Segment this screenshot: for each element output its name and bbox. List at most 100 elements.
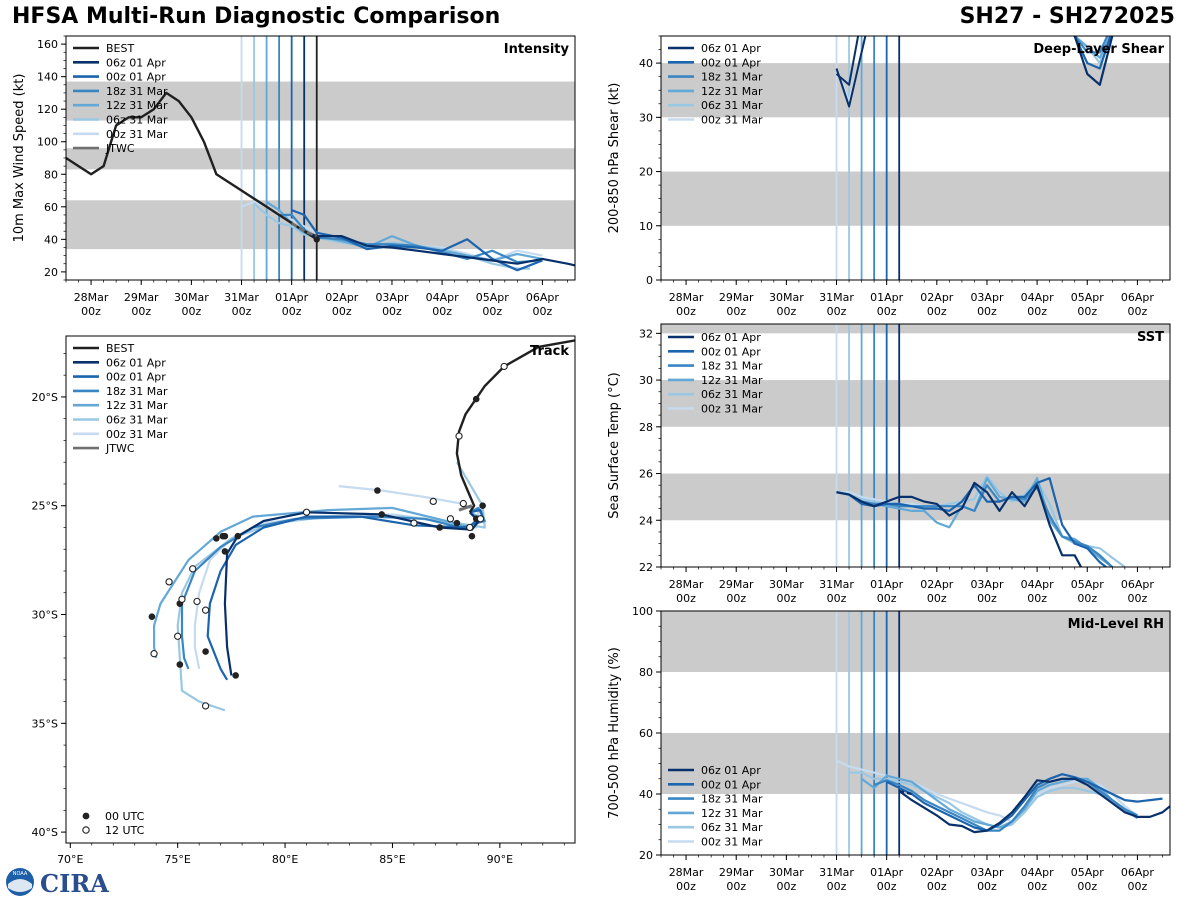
shear-y-tick-label: 40: [639, 57, 653, 70]
track-x-tick-label: 70°E: [57, 853, 83, 866]
rh-series-line: [860, 774, 1139, 829]
shear-x-tick-label: 00z: [676, 305, 696, 318]
track-y-tick-label: 20°S: [32, 391, 58, 404]
track-marker-12utc: [476, 515, 485, 523]
intensity-y-tick-label: 100: [37, 136, 58, 149]
rh-y-tick-label: 20: [639, 849, 653, 862]
rh-legend-label: 12z 31 Mar: [701, 807, 763, 820]
shear-y-axis-label: 200-850 hPa Shear (kt): [607, 83, 622, 234]
track-marker-12utc: [446, 515, 455, 523]
rh-x-tick-label: 02Apr: [920, 866, 954, 879]
intensity-panel-title: Intensity: [504, 42, 570, 57]
track-marker-12utc: [466, 523, 474, 532]
rh-x-tick-label: 31Mar: [819, 866, 854, 879]
shear-y-tick-label: 30: [639, 111, 653, 124]
rh-x-tick-label: 01Apr: [870, 866, 904, 879]
intensity-x-tick-label: 29Mar: [124, 291, 159, 304]
rh-series-line: [873, 777, 1138, 832]
rh-x-tick-label: 00z: [1077, 880, 1097, 893]
rh-x-tick-label: 04Apr: [1021, 866, 1055, 879]
track-legend-label: 00z 31 Mar: [106, 428, 168, 441]
track-marker-12utc: [165, 578, 173, 586]
track-y-tick-label: 35°S: [32, 717, 58, 730]
sst-plot-area: [661, 324, 1170, 567]
track-plot-area: [148, 339, 575, 712]
sst-y-tick-label: 22: [639, 561, 653, 574]
intensity-x-tick-label: 00z: [533, 305, 553, 318]
intensity-x-tick-label: 30Mar: [174, 291, 209, 304]
shear-plot-area: [661, 36, 1170, 280]
shear-x-tick-label: 02Apr: [920, 291, 954, 304]
track-marker-00utc: [148, 613, 156, 620]
track-y-tick-label: 25°S: [32, 500, 58, 513]
shear-x-tick-label: 00z: [977, 305, 997, 318]
intensity-legend-label: 00z 31 Mar: [106, 128, 168, 141]
sst-frame: [660, 323, 1171, 568]
shear-threshold-band: [661, 171, 1170, 226]
shear-series-line: [1071, 36, 1112, 59]
track-marker-12utc: [193, 597, 201, 606]
rh-x-tick-label: 29Mar: [719, 866, 754, 879]
sst-y-tick-label: 30: [639, 374, 653, 387]
noaa-badge-text: NOAA: [13, 871, 28, 877]
rh-series-line: [898, 777, 1170, 834]
intensity-threshold-band: [66, 81, 575, 121]
noaa-gull-shape: [8, 879, 32, 892]
shear-x-tick-label: 00z: [776, 305, 796, 318]
track-marker-12utc: [500, 362, 508, 371]
track-marker-12utc: [150, 650, 158, 658]
intensity-x-tick-label: 00z: [332, 305, 352, 318]
sst-legend-label: 00z 01 Apr: [701, 345, 761, 358]
rh-threshold-band: [661, 611, 1170, 672]
track-marker-00utc: [479, 502, 486, 510]
figure-title: HFSA Multi-Run Diagnostic Comparison: [12, 4, 501, 29]
intensity-legend-label: JTWC: [105, 142, 135, 155]
intensity-y-tick-label: 120: [37, 103, 58, 116]
sst-x-tick-label: 04Apr: [1021, 578, 1055, 591]
rh-x-tick-label: 05Apr: [1071, 866, 1105, 879]
intensity-x-tick-label: 04Apr: [426, 291, 460, 304]
shear-legend-label: 00z 01 Apr: [701, 56, 761, 69]
rh-x-tick-label: 06Apr: [1121, 866, 1155, 879]
intensity-x-tick-label: 01Apr: [275, 291, 309, 304]
track-legend-label: 12 UTC: [105, 824, 145, 837]
shear-y-tick-label: 20: [639, 166, 653, 179]
track-legend-label: 12z 31 Mar: [106, 399, 168, 412]
shear-series-line: [835, 36, 860, 86]
track-x-tick-label: 85°E: [379, 853, 405, 866]
shear-series-line: [1073, 36, 1109, 54]
rh-legend-label: 18z 31 Mar: [701, 793, 763, 806]
shear-legend-label: 18z 31 Mar: [701, 71, 763, 84]
shear-x-tick-label: 29Mar: [719, 291, 754, 304]
intensity-x-tick-label: 03Apr: [375, 291, 409, 304]
intensity-x-tick-label: 00z: [432, 305, 452, 318]
rh-series-line: [898, 789, 912, 796]
track-marker-00utc: [436, 524, 443, 531]
sst-x-tick-label: 00z: [726, 592, 746, 605]
intensity-x-tick-label: 00z: [181, 305, 201, 318]
sst-x-tick-label: 00z: [1128, 592, 1148, 605]
sst-x-tick-label: 06Apr: [1121, 578, 1155, 591]
track-y-tick-label: 30°S: [32, 609, 58, 622]
track-marker-00utc: [468, 532, 476, 540]
intensity-legend-label: 00z 01 Apr: [106, 71, 166, 84]
shear-x-tick-label: 03Apr: [970, 291, 1004, 304]
track-marker-00utc: [221, 548, 229, 555]
cira-noaa-logo: NOAA CIRA: [6, 868, 109, 898]
intensity-series-line: [279, 213, 543, 264]
track-marker-12utc: [410, 519, 418, 527]
track-run-line: [223, 511, 482, 676]
intensity-y-tick-label: 60: [44, 201, 58, 214]
sst-x-tick-label: 00z: [827, 592, 847, 605]
intensity-best-marker: [313, 236, 320, 243]
track-x-tick-label: 75°E: [164, 853, 190, 866]
sst-x-tick-label: 00z: [1027, 592, 1047, 605]
rh-x-tick-label: 30Mar: [769, 866, 804, 879]
intensity-series-line: [303, 230, 575, 267]
intensity-legend-label: 06z 01 Apr: [106, 56, 166, 69]
rh-y-axis-label: 700-500 hPa Humidity (%): [607, 647, 622, 819]
rh-x-tick-label: 00z: [877, 880, 897, 893]
intensity-x-tick-label: 00z: [81, 305, 101, 318]
rh-x-tick-label: 00z: [827, 880, 847, 893]
